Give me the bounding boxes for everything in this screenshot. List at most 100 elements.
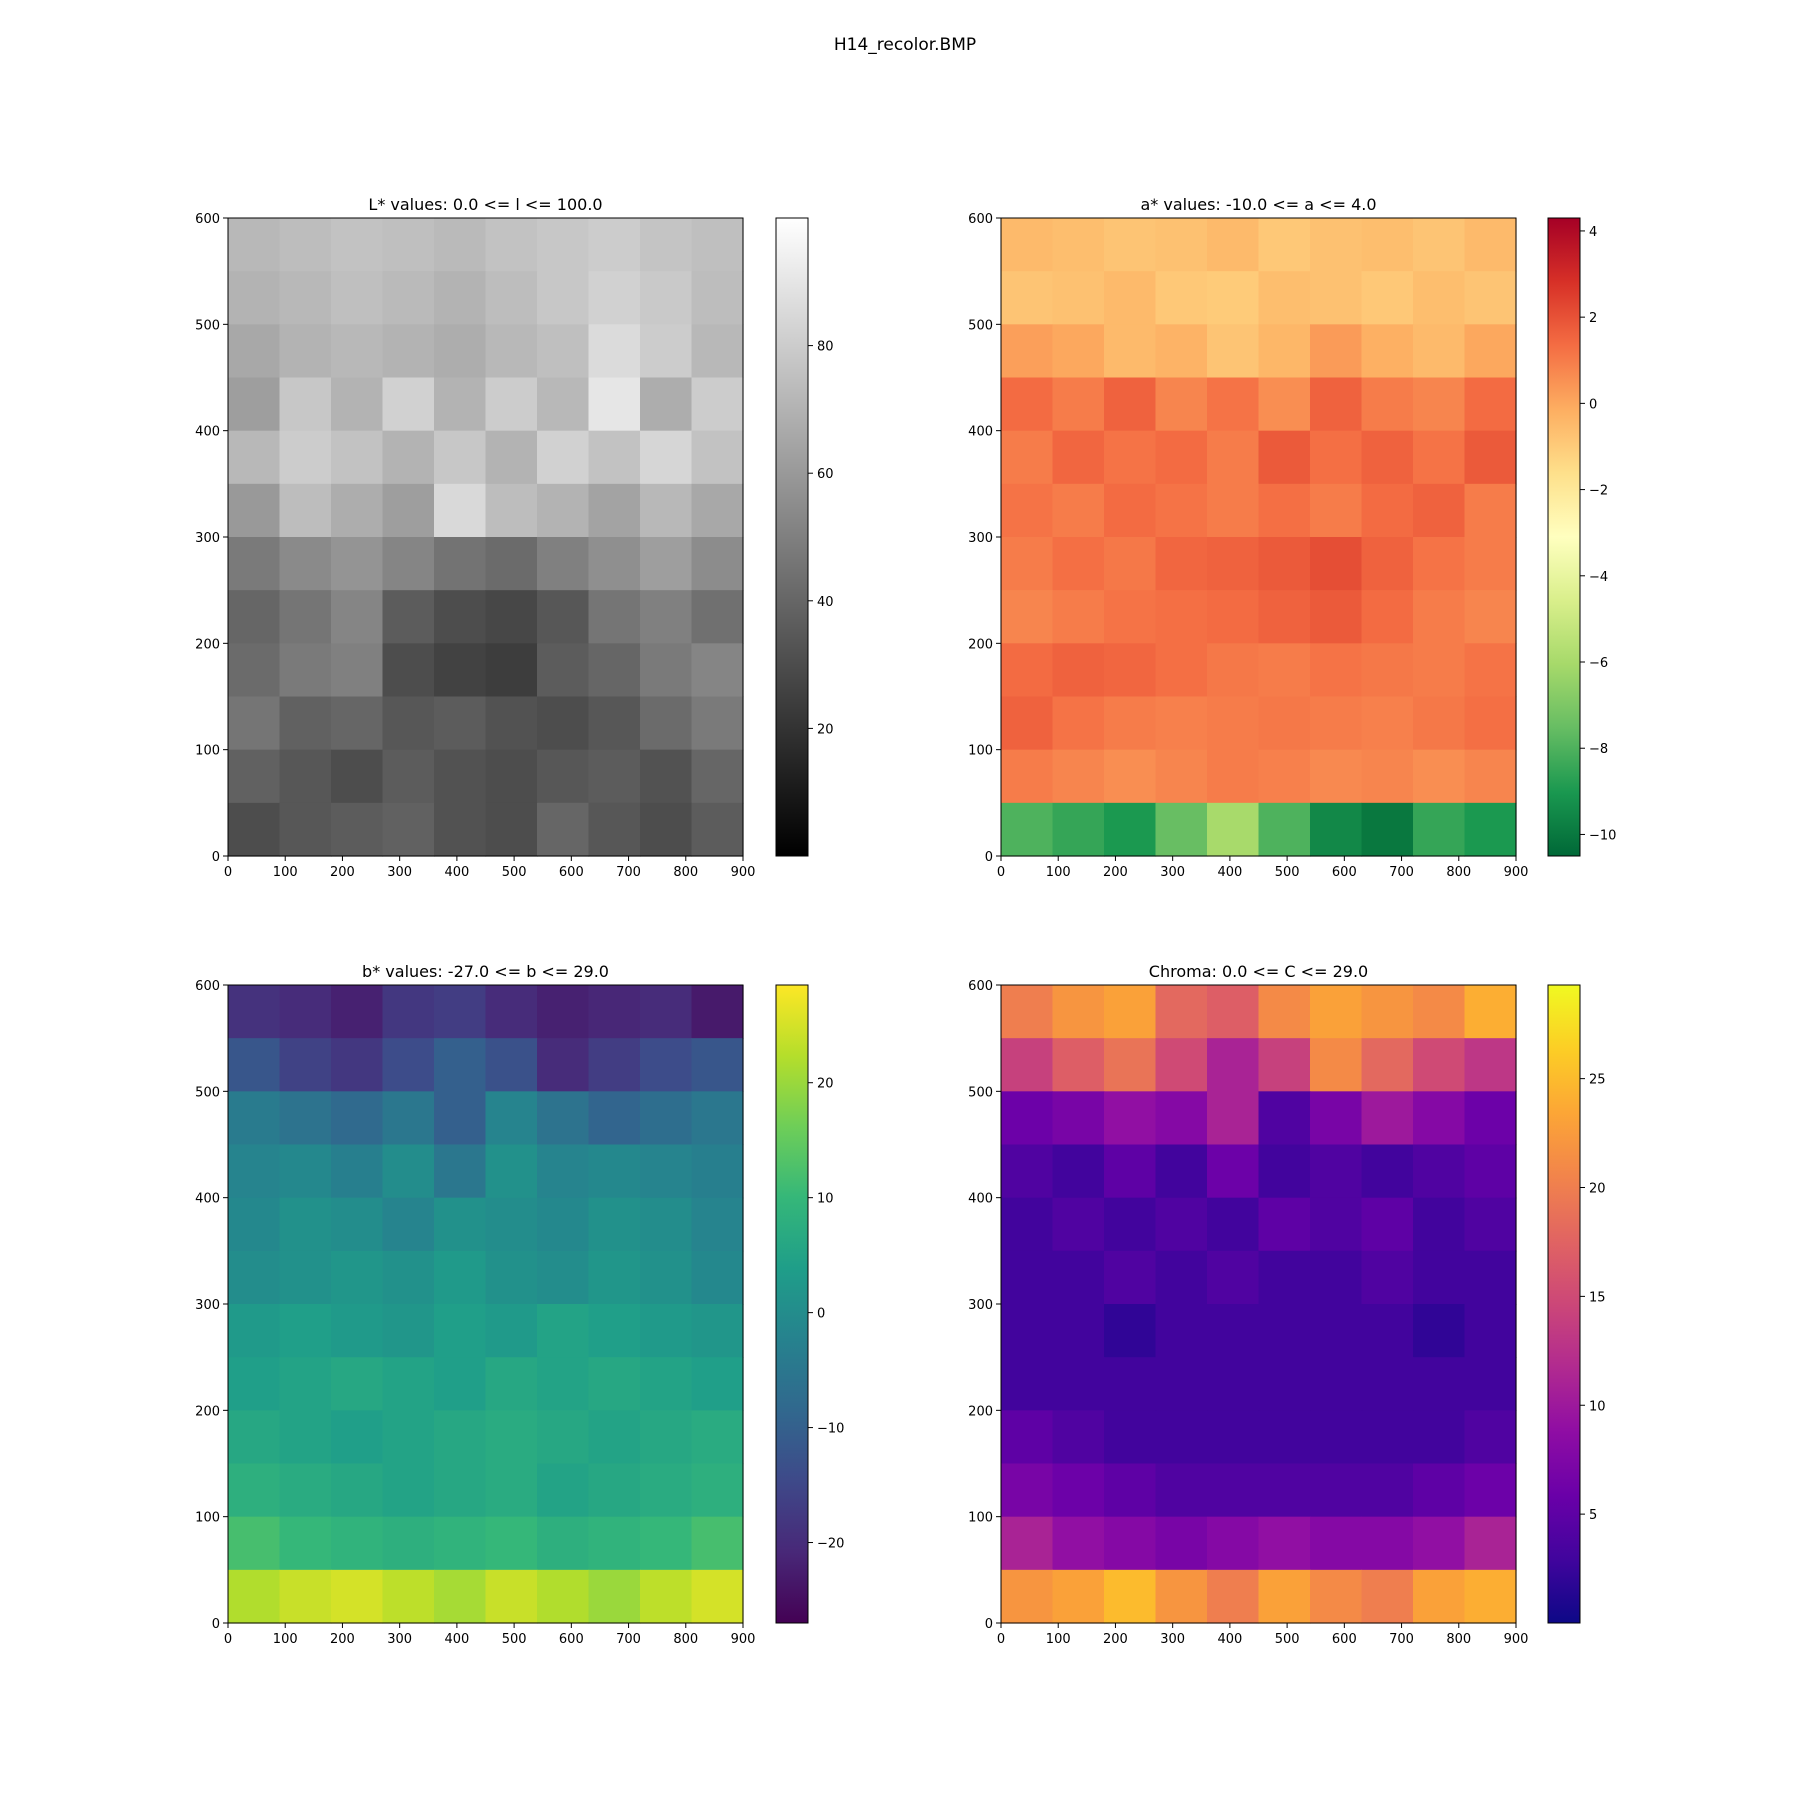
- heatmap-cell: [1207, 324, 1260, 379]
- heatmap-cell: [485, 218, 538, 272]
- heatmap-cell: [1413, 749, 1466, 804]
- y-tick-label: 500: [968, 318, 993, 333]
- heatmap-cell: [331, 1144, 384, 1199]
- heatmap-cell: [331, 802, 384, 857]
- heatmap-cell: [1104, 537, 1157, 591]
- colorbar-tick-label: 25: [1589, 1073, 1606, 1088]
- heatmap-cell: [434, 377, 487, 432]
- heatmap-cell: [434, 218, 487, 272]
- heatmap-cell: [1052, 1463, 1105, 1518]
- heatmap-cell: [1310, 1304, 1363, 1358]
- heatmap-cell: [588, 1357, 641, 1411]
- heatmap-cell: [1001, 537, 1054, 591]
- x-tick-label: 800: [673, 1632, 698, 1647]
- heatmap-cell: [434, 802, 487, 857]
- heatmap-cell: [1001, 1091, 1054, 1146]
- heatmap-cell: [382, 271, 435, 325]
- heatmap-cell: [1413, 1304, 1466, 1358]
- heatmap-cell: [691, 1250, 744, 1305]
- heatmap-cell: [1258, 483, 1311, 538]
- heatmap-cell: [279, 1038, 332, 1092]
- heatmap-cell: [1001, 1197, 1054, 1252]
- heatmap-cell: [588, 271, 641, 325]
- heatmap-cell: [382, 1144, 435, 1199]
- heatmap-cell: [588, 643, 641, 698]
- heatmap-cell: [1361, 643, 1414, 698]
- y-tick-label: 200: [968, 1404, 993, 1419]
- heatmap-cell: [1310, 1197, 1363, 1252]
- y-tick-label: 600: [195, 212, 220, 227]
- heatmap-cell: [382, 1516, 435, 1571]
- heatmap-cell: [1310, 1463, 1363, 1518]
- heatmap-cell: [1361, 430, 1414, 485]
- heatmap-cell: [1104, 590, 1157, 644]
- heatmap-cell: [691, 1144, 744, 1199]
- heatmap-cell: [1155, 1038, 1208, 1092]
- heatmap-cell: [1052, 218, 1105, 272]
- heatmap-cell: [434, 590, 487, 644]
- heatmap-cell: [279, 802, 332, 857]
- heatmap-cell: [228, 1197, 281, 1252]
- heatmap-cell: [691, 1038, 744, 1092]
- heatmap-cell: [537, 802, 590, 857]
- heatmap-cell: [331, 1516, 384, 1571]
- heatmap-cell: [382, 377, 435, 432]
- colorbar-tick-label: −20: [817, 1537, 844, 1552]
- heatmap-cell: [1258, 324, 1311, 379]
- heatmap-cell: [588, 985, 641, 1039]
- heatmap-cell: [1001, 271, 1054, 325]
- heatmap-cell: [1464, 1250, 1517, 1305]
- heatmap-cell: [485, 324, 538, 379]
- heatmap-cell: [1310, 802, 1363, 857]
- x-tick-label: 800: [1446, 1632, 1471, 1647]
- heatmap-cell: [1310, 1357, 1363, 1411]
- heatmap-cell: [1413, 1516, 1466, 1571]
- heatmap-cell: [1104, 749, 1157, 804]
- x-tick-label: 0: [997, 1632, 1005, 1647]
- heatmap-cell: [1104, 1463, 1157, 1518]
- colorbar-tick-label: 40: [817, 595, 834, 610]
- colorbar-tick-label: 0: [817, 1307, 825, 1322]
- colorbar: [776, 985, 808, 1623]
- heatmap-cell: [1001, 1357, 1054, 1411]
- heatmap-cell: [640, 271, 693, 325]
- heatmap-cell: [1258, 1038, 1311, 1092]
- heatmap-cell: [485, 590, 538, 644]
- colorbar-frame: [775, 217, 809, 857]
- heatmap-cell: [1104, 1091, 1157, 1146]
- heatmap-cell: [279, 749, 332, 804]
- heatmap-cell: [1361, 749, 1414, 804]
- heatmap-cell: [640, 1250, 693, 1305]
- heatmap-cell: [434, 643, 487, 698]
- heatmap-cell: [640, 1197, 693, 1252]
- heatmap-cell: [1258, 1463, 1311, 1518]
- heatmap-cell: [691, 1197, 744, 1252]
- heatmap-cell: [1464, 643, 1517, 698]
- heatmap-cell: [1001, 643, 1054, 698]
- heatmap-cell: [588, 1197, 641, 1252]
- heatmap-cell: [537, 1091, 590, 1146]
- heatmap-cell: [1001, 1463, 1054, 1518]
- heatmap-cell: [1207, 590, 1260, 644]
- heatmap-cell: [537, 985, 590, 1039]
- heatmap-cell: [434, 430, 487, 485]
- heatmap-cell: [485, 802, 538, 857]
- heatmap-cell: [1464, 271, 1517, 325]
- heatmap-cell: [1258, 590, 1311, 644]
- y-tick-label: 200: [195, 637, 220, 652]
- heatmap-cell: [1310, 1516, 1363, 1571]
- heatmap-cell: [228, 324, 281, 379]
- panel-1: L* values: 0.0 <= l <= 100.00 100 200 300 40…: [195, 195, 833, 880]
- heatmap-cell: [331, 1410, 384, 1465]
- heatmap-cell: [1464, 802, 1517, 857]
- heatmap-cell: [1413, 377, 1466, 432]
- heatmap-cell: [331, 1250, 384, 1305]
- heatmap-cell: [640, 324, 693, 379]
- x-tick-label: 400: [444, 865, 469, 880]
- heatmap-cell: [331, 1304, 384, 1358]
- heatmap-cell: [485, 985, 538, 1039]
- heatmap-cell: [1258, 696, 1311, 751]
- colorbar-tick-label: −2: [1589, 484, 1608, 499]
- heatmap-cell: [1104, 1569, 1157, 1624]
- heatmap-cell: [279, 377, 332, 432]
